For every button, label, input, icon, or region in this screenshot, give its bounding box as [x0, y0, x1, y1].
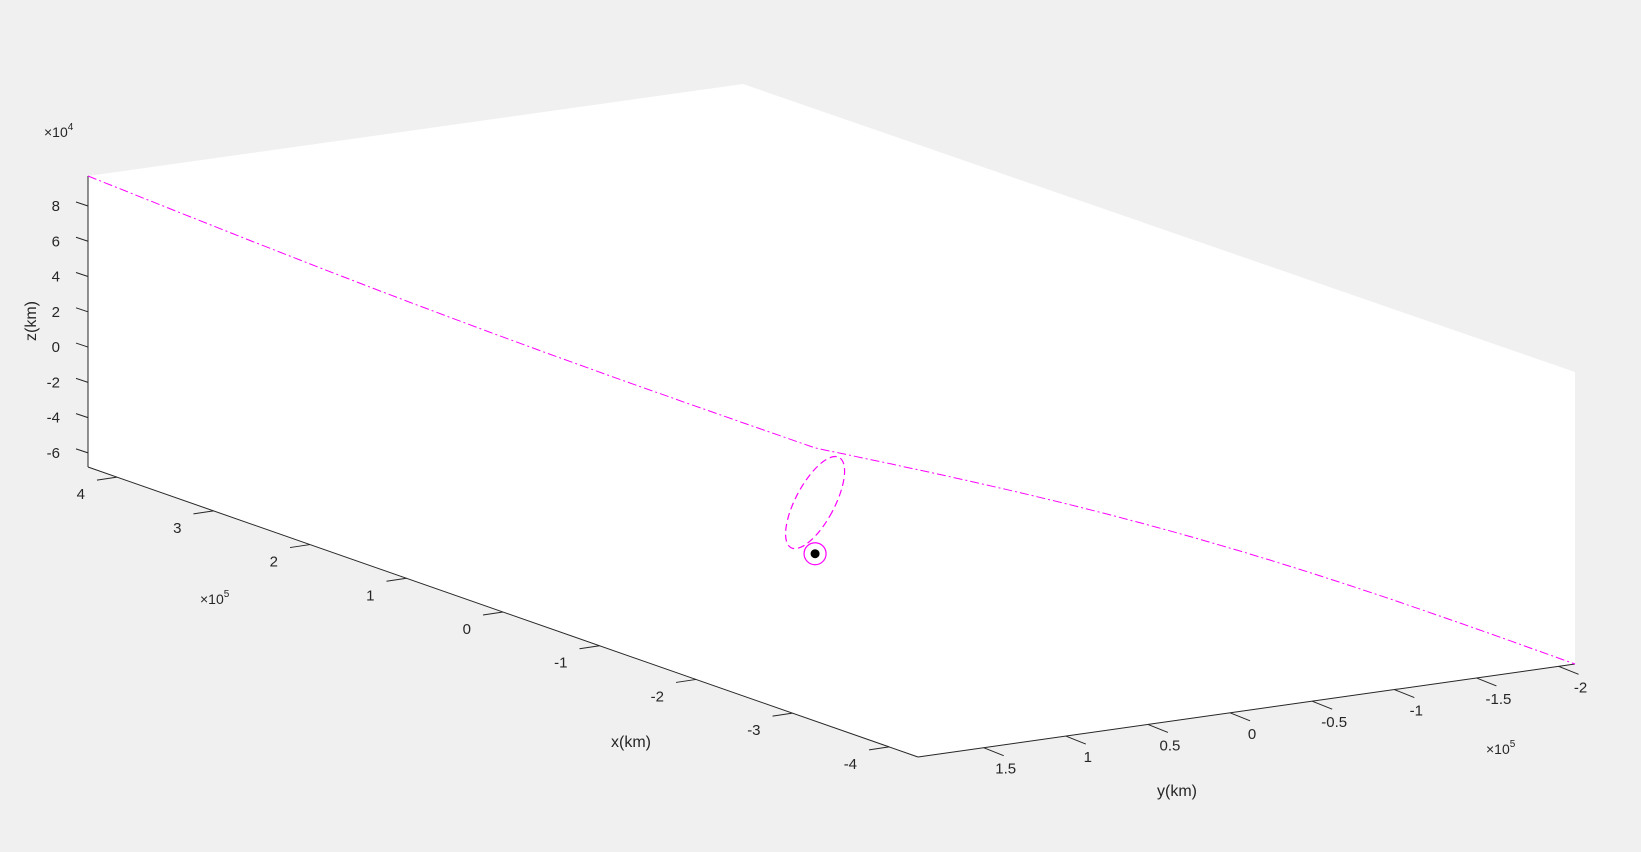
- x-axis-ticks: 4 3 2 1 0 -1 -2 -3 -4: [77, 476, 890, 773]
- y-axis-multiplier: ×105: [1486, 739, 1516, 757]
- y-tick-label: 1.5: [995, 761, 1016, 778]
- y-axis-ticks: 1.5 1 0.5 0 -0.5 -1 -1.5 -2: [983, 665, 1587, 778]
- transfer-ellipse-line: [784, 455, 846, 550]
- y-tick-label: 0.5: [1160, 737, 1181, 754]
- y-tick-mark: [983, 747, 1004, 757]
- x-tick-mark: [193, 510, 214, 515]
- z-tick-label: -4: [47, 410, 60, 427]
- y-tick-label: -1: [1410, 703, 1423, 720]
- x-tick-mark: [579, 645, 600, 650]
- x-tick-mark: [96, 476, 118, 481]
- x-tick-mark: [772, 712, 793, 717]
- y-tick-label: -0.5: [1321, 714, 1347, 731]
- x-axis-multiplier: ×105: [200, 589, 230, 607]
- y-tick-mark: [1476, 677, 1497, 687]
- x-tick-mark: [482, 611, 504, 616]
- x-tick-mark: [289, 544, 311, 549]
- z-tick-mark: [75, 236, 89, 242]
- x-tick-mark: [386, 577, 407, 582]
- x-tick-label: 0: [463, 621, 471, 638]
- y-axis-line: [917, 663, 1576, 758]
- z-tick-mark: [75, 201, 89, 207]
- z-tick-mark: [75, 448, 89, 454]
- y-tick-mark: [1147, 723, 1169, 733]
- y-tick-mark: [1558, 665, 1579, 675]
- x-tick-label: -1: [554, 655, 567, 672]
- z-axis-label: z(km): [23, 301, 40, 341]
- z-tick-label: 0: [52, 339, 60, 356]
- y-tick-mark: [1394, 689, 1415, 699]
- y-tick-mark: [1229, 712, 1251, 722]
- z-tick-mark: [75, 413, 89, 419]
- y-tick-label: -2: [1574, 679, 1587, 696]
- x-tick-label: 3: [173, 520, 181, 537]
- z-tick-label: 6: [52, 233, 60, 250]
- x-tick-label: 1: [366, 587, 374, 604]
- axes-background: [88, 84, 1575, 757]
- x-tick-label: -2: [651, 688, 664, 705]
- y-axis-label: y(km): [1157, 783, 1197, 800]
- x-tick-label: -3: [747, 722, 760, 739]
- z-tick-label: 2: [52, 304, 60, 321]
- y-tick-label: 0: [1248, 726, 1256, 743]
- y-tick-label: 1: [1084, 749, 1092, 766]
- escape-trajectory-line: [87, 175, 1576, 665]
- parking-orbit-line: [803, 542, 827, 566]
- y-tick-mark: [1065, 735, 1087, 745]
- z-tick-label: 4: [52, 269, 60, 286]
- z-axis-ticks: 8 6 4 2 0 -2 -4 -6: [47, 198, 89, 462]
- x-tick-label: 2: [270, 554, 278, 571]
- z-tick-label: -6: [47, 445, 60, 462]
- z-tick-mark: [75, 307, 89, 313]
- z-tick-mark: [75, 342, 89, 348]
- z-tick-label: -2: [47, 374, 60, 391]
- x-tick-label: -4: [844, 756, 857, 773]
- z-tick-mark: [75, 272, 89, 278]
- x-tick-label: 4: [77, 486, 85, 503]
- y-tick-mark: [1312, 700, 1333, 710]
- z-axis-multiplier: ×104: [44, 122, 74, 140]
- x-tick-mark: [868, 746, 890, 751]
- z-tick-mark: [75, 377, 89, 383]
- z-tick-label: 8: [52, 198, 60, 215]
- x-axis-label: x(km): [611, 734, 651, 751]
- central-body-marker: [810, 549, 820, 559]
- x-tick-mark: [675, 678, 697, 683]
- y-tick-label: -1.5: [1486, 691, 1512, 708]
